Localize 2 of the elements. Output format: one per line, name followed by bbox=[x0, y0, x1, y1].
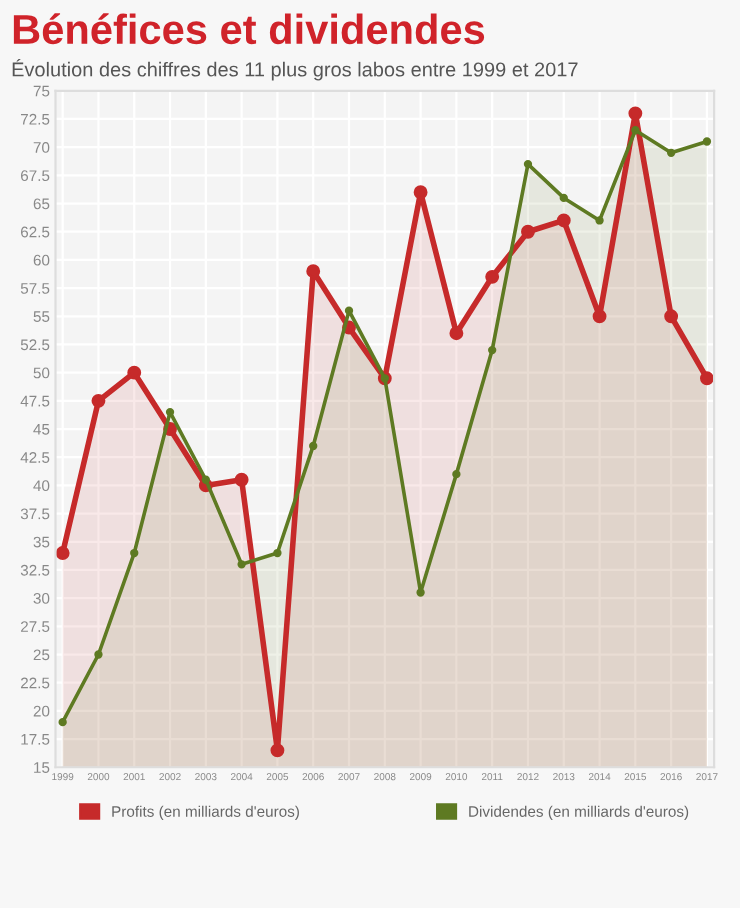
chart-title: Bénéfices et dividendes bbox=[13, 13, 485, 45]
chart-subtitle: Évolution des chiffres des 11 plus gros labos entre 1999 et 2017 bbox=[12, 59, 578, 81]
